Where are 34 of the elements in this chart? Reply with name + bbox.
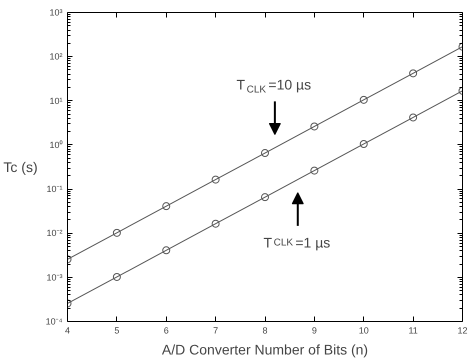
y-axis-title: Tc (s) (3, 159, 38, 175)
x-tick-label: 6 (164, 326, 169, 336)
x-axis-title: A/D Converter Number of Bits (n) (162, 342, 368, 358)
point (310, 166, 318, 175)
point (112, 228, 121, 237)
y-tick-label: 10² (49, 52, 63, 62)
x-tick-label: 8 (262, 326, 268, 336)
point (360, 96, 368, 104)
x-tick-label: 7 (213, 326, 218, 336)
y-tick-label: 10⁻² (46, 228, 63, 238)
point (112, 272, 121, 281)
x-tick-label: 10 (358, 326, 369, 336)
point (212, 176, 220, 184)
x-tick-label: 12 (457, 326, 468, 336)
point (409, 69, 418, 78)
point (162, 202, 170, 210)
y-tick-label: 10⁻⁴ (46, 316, 63, 326)
x-tick-label: 4 (64, 326, 70, 336)
point (310, 122, 318, 130)
y-tick-label: 10⁻³ (46, 272, 63, 282)
y-tick-label: 10³ (49, 8, 63, 18)
point (261, 193, 269, 202)
y-tick-label: 10⁻¹ (46, 184, 63, 194)
x-tick-label: 11 (408, 326, 418, 336)
point (360, 140, 368, 148)
point (261, 149, 269, 158)
point (162, 246, 170, 254)
point (212, 220, 220, 228)
point (409, 113, 418, 122)
y-tick-label: 10¹ (49, 96, 63, 106)
x-tick-label: 5 (114, 326, 120, 336)
y-tick-label: 10⁰ (49, 140, 63, 150)
x-tick-label: 9 (312, 326, 317, 336)
annotation: TCLK=1 µs (264, 234, 330, 251)
